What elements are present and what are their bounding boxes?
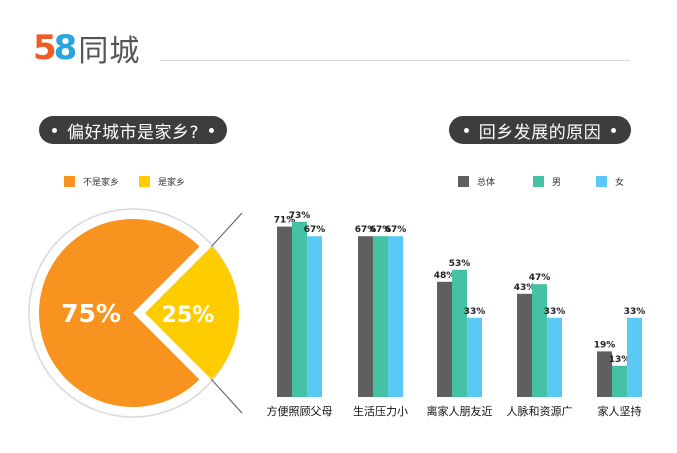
bar-2-1: [452, 269, 467, 397]
bar-value-label: 67%: [385, 225, 407, 235]
bar-title-text: 回乡发展的原因: [478, 122, 602, 143]
bar-value-label: 67%: [304, 225, 326, 235]
category-label: 生活压力小: [353, 404, 408, 418]
legend-label: 不是家乡: [83, 178, 120, 188]
bar-0-1: [292, 221, 307, 397]
bar-value-label: 67%: [355, 225, 377, 235]
pie-title-text: 偏好城市是家乡?: [66, 122, 200, 143]
bar-section-title: 回乡发展的原因: [449, 116, 631, 144]
category-label: 家人坚持: [598, 404, 642, 418]
legend-label: 是家乡: [158, 178, 186, 188]
category-label: 方便照顾父母: [267, 404, 333, 418]
pie-chart: 75% 25%: [28, 208, 243, 418]
legend-swatch: [64, 176, 75, 187]
bar-chart: 71%73%67%方便照顾父母67%67%67%生活压力小48%53%33%离家…: [267, 211, 646, 418]
legend-swatch: [533, 176, 544, 187]
bar-1-0: [358, 236, 373, 397]
logo-digit-8: 8: [53, 28, 78, 68]
callout-line-top: [211, 212, 243, 247]
pie-label-not-hometown: 75%: [61, 299, 121, 328]
bar-value-label: 47%: [529, 273, 551, 283]
pie-slice-not-hometown: [38, 219, 200, 407]
legend-label: 总体: [477, 178, 496, 188]
legend-label: 女: [615, 178, 625, 188]
legend-label: 男: [552, 178, 562, 188]
category-label: 人脉和资源广: [507, 404, 573, 418]
pie-legend-item-not-hometown: 不是家乡: [64, 175, 119, 188]
bar-value-label: 43%: [514, 283, 536, 293]
bar-legend-item-female: 女: [596, 175, 624, 188]
logo-text: 同城: [78, 34, 141, 69]
bar-4-0: [597, 351, 612, 397]
bar-value-label: 33%: [464, 307, 486, 317]
pie-legend-item-hometown: 是家乡: [139, 175, 185, 188]
logo-mark: 58: [33, 28, 78, 68]
bar-0-0: [277, 226, 292, 397]
bar-value-label: 67%: [370, 225, 392, 235]
category-label: 离家人朋友近: [427, 404, 493, 418]
logo-digit-5: 5: [33, 28, 57, 68]
bar-legend-item-overall: 总体: [458, 175, 495, 188]
legend-swatch: [139, 176, 150, 187]
bar-value-label: 71%: [274, 216, 296, 226]
callout-line-bottom: [211, 379, 243, 414]
bar-legend-item-male: 男: [533, 175, 561, 188]
pie-slice-hometown: [145, 246, 239, 380]
bar-value-label: 13%: [609, 355, 631, 365]
legend-swatch: [458, 176, 469, 187]
bar-0-2: [307, 236, 322, 397]
logo: 58 同城: [33, 28, 140, 69]
bar-value-label: 53%: [449, 259, 471, 269]
header-divider: [160, 60, 630, 61]
bullet-dot-icon: [209, 127, 215, 133]
bar-3-2: [547, 317, 562, 397]
bar-value-label: 33%: [544, 307, 566, 317]
bar-2-2: [467, 317, 482, 397]
bar-3-0: [517, 293, 532, 397]
bar-4-2: [627, 317, 642, 397]
bar-value-label: 48%: [434, 271, 456, 281]
pie-label-hometown: 25%: [162, 303, 215, 328]
bar-2-0: [437, 281, 452, 397]
bar-1-2: [388, 236, 403, 397]
bar-value-label: 33%: [624, 307, 646, 317]
bullet-dot-icon: [463, 127, 469, 133]
bar-1-1: [373, 236, 388, 397]
bar-4-1: [612, 365, 627, 397]
legend-swatch: [596, 176, 607, 187]
bullet-dot-icon: [611, 127, 617, 133]
bar-3-1: [532, 284, 547, 397]
bullet-dot-icon: [51, 127, 57, 133]
bar-value-label: 19%: [594, 340, 616, 350]
pie-section-title: 偏好城市是家乡?: [39, 116, 227, 144]
bar-value-label: 73%: [289, 211, 311, 221]
